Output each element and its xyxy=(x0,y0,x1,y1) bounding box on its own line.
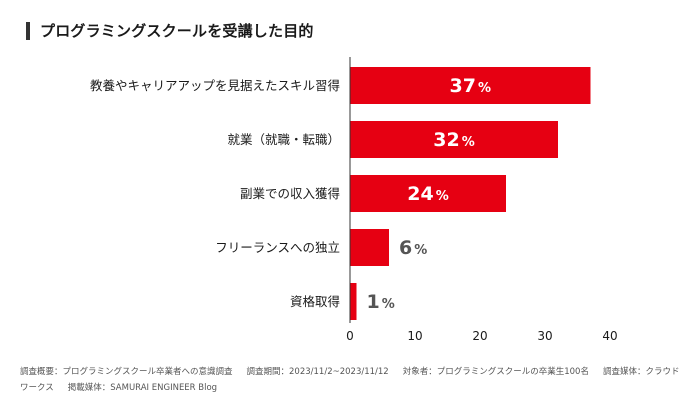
footer-survey-medium: 調査媒体：クラウドワークス xyxy=(20,367,680,393)
bar-value-label: 1% xyxy=(367,291,395,313)
bar-value-label: 37% xyxy=(450,75,491,97)
footer-survey-period: 調査期間：2023/11/2~2023/11/12 xyxy=(246,367,389,377)
x-tick-label: 30 xyxy=(537,329,552,343)
footer-published: 掲載媒体：SAMURAI ENGINEER Blog xyxy=(67,383,218,393)
x-tick-label: 40 xyxy=(602,329,617,343)
x-tick-label: 20 xyxy=(472,329,487,343)
footer-notes: 調査概要：プログラミングスクール卒業者への意識調査 調査期間：2023/11/2~… xyxy=(20,364,685,396)
category-label: フリーランスへの独立 xyxy=(215,240,340,255)
footer-target: 対象者：プログラミングスクールの卒業生100名 xyxy=(402,367,589,377)
bar-value-label: 24% xyxy=(407,183,448,205)
bar xyxy=(350,67,591,104)
bar xyxy=(350,229,389,266)
footer-survey-summary: 調査概要：プログラミングスクール卒業者への意識調査 xyxy=(20,367,233,377)
bar xyxy=(350,121,558,158)
category-label: 就業（就職・転職） xyxy=(227,132,340,147)
x-tick-label: 0 xyxy=(346,329,354,343)
bar xyxy=(350,175,506,212)
category-label: 副業での収入獲得 xyxy=(240,186,340,201)
chart-title-block: プログラミングスクールを受講した目的 xyxy=(26,20,314,41)
category-label: 資格取得 xyxy=(290,294,340,309)
x-tick-label: 10 xyxy=(407,329,422,343)
bar-value-label: 6% xyxy=(399,237,427,259)
category-label: 教養やキャリアアップを見据えたスキル習得 xyxy=(90,78,340,93)
bar xyxy=(350,283,357,320)
chart-title: プログラミングスクールを受講した目的 xyxy=(40,22,314,40)
bar-value-label: 32% xyxy=(433,129,474,151)
title-accent-bar xyxy=(26,21,30,40)
